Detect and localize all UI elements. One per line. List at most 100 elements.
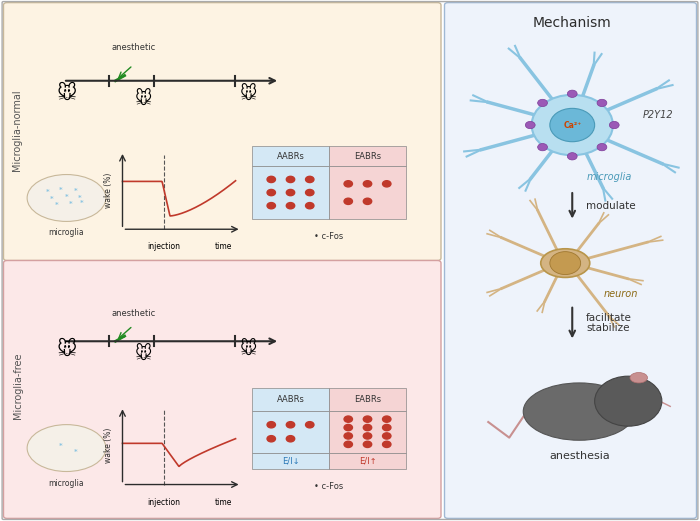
Circle shape xyxy=(597,143,607,151)
Circle shape xyxy=(382,441,391,448)
Text: *: * xyxy=(74,449,78,455)
Circle shape xyxy=(382,181,391,187)
Circle shape xyxy=(344,441,352,448)
Text: injection: injection xyxy=(148,242,181,251)
FancyBboxPatch shape xyxy=(329,146,406,166)
Text: Ca²⁺: Ca²⁺ xyxy=(563,120,582,130)
Circle shape xyxy=(267,176,275,182)
FancyBboxPatch shape xyxy=(329,166,406,219)
Text: *: * xyxy=(64,194,69,200)
FancyBboxPatch shape xyxy=(252,166,329,219)
Circle shape xyxy=(609,121,619,129)
Text: *: * xyxy=(50,196,53,202)
Circle shape xyxy=(363,441,372,448)
Circle shape xyxy=(550,108,595,142)
Circle shape xyxy=(305,176,314,182)
Text: modulate: modulate xyxy=(587,201,636,211)
Text: 🐭: 🐭 xyxy=(240,85,257,103)
Circle shape xyxy=(286,421,295,428)
Text: AABRs: AABRs xyxy=(276,395,304,404)
Text: • c-Fos: • c-Fos xyxy=(314,482,344,491)
Text: microglia: microglia xyxy=(587,172,631,182)
FancyBboxPatch shape xyxy=(329,388,406,411)
FancyBboxPatch shape xyxy=(252,146,329,166)
Circle shape xyxy=(363,181,372,187)
Circle shape xyxy=(286,190,295,196)
Text: *: * xyxy=(59,443,62,449)
Circle shape xyxy=(363,425,372,431)
Text: *: * xyxy=(59,187,62,193)
Text: *: * xyxy=(80,200,83,206)
Text: 🐭: 🐭 xyxy=(135,345,152,363)
Circle shape xyxy=(344,198,352,204)
Circle shape xyxy=(382,425,391,431)
Text: anesthetic: anesthetic xyxy=(112,309,156,318)
Text: microglia: microglia xyxy=(49,228,84,238)
Text: neuron: neuron xyxy=(604,289,638,300)
Circle shape xyxy=(538,143,547,151)
Text: *: * xyxy=(74,188,78,194)
Circle shape xyxy=(344,425,352,431)
Text: *: * xyxy=(78,195,81,201)
Circle shape xyxy=(305,421,314,428)
FancyBboxPatch shape xyxy=(252,388,329,411)
Circle shape xyxy=(267,190,275,196)
Text: EABRs: EABRs xyxy=(354,152,381,160)
Text: *: * xyxy=(69,201,72,207)
FancyBboxPatch shape xyxy=(329,411,406,453)
Text: • c-Fos: • c-Fos xyxy=(314,232,344,241)
FancyBboxPatch shape xyxy=(252,453,329,469)
Text: wake (%): wake (%) xyxy=(104,428,113,463)
Ellipse shape xyxy=(524,383,636,440)
Text: Mechanism: Mechanism xyxy=(533,17,612,30)
Circle shape xyxy=(382,433,391,439)
Ellipse shape xyxy=(630,373,648,383)
FancyBboxPatch shape xyxy=(4,260,441,518)
Circle shape xyxy=(567,153,577,160)
Ellipse shape xyxy=(540,249,589,277)
FancyBboxPatch shape xyxy=(329,453,406,469)
Text: 🐭: 🐭 xyxy=(56,340,77,358)
Text: Microglia-free: Microglia-free xyxy=(13,352,22,419)
Text: facilitate: facilitate xyxy=(587,313,632,323)
Circle shape xyxy=(382,416,391,423)
Text: E/I↑: E/I↑ xyxy=(358,456,377,465)
Text: 🐭: 🐭 xyxy=(135,90,152,108)
Circle shape xyxy=(597,100,607,107)
FancyBboxPatch shape xyxy=(444,3,696,518)
Circle shape xyxy=(267,203,275,209)
Text: wake (%): wake (%) xyxy=(104,172,113,208)
Text: time: time xyxy=(215,242,232,251)
Circle shape xyxy=(525,121,535,129)
Text: *: * xyxy=(46,189,50,195)
Circle shape xyxy=(286,203,295,209)
Text: Microglia-normal: Microglia-normal xyxy=(13,90,22,171)
Circle shape xyxy=(267,421,275,428)
Circle shape xyxy=(363,433,372,439)
Text: EABRs: EABRs xyxy=(354,395,381,404)
Text: AABRs: AABRs xyxy=(276,152,304,160)
Ellipse shape xyxy=(27,425,106,472)
Text: stabilize: stabilize xyxy=(587,323,630,333)
Circle shape xyxy=(286,436,295,442)
Text: anesthetic: anesthetic xyxy=(112,43,156,52)
Circle shape xyxy=(344,416,352,423)
Text: injection: injection xyxy=(148,498,181,506)
Text: anesthesia: anesthesia xyxy=(549,451,610,461)
Circle shape xyxy=(567,90,577,97)
Ellipse shape xyxy=(27,175,106,221)
Circle shape xyxy=(305,203,314,209)
Text: time: time xyxy=(215,498,232,506)
Circle shape xyxy=(305,190,314,196)
Circle shape xyxy=(344,181,352,187)
Circle shape xyxy=(344,433,352,439)
Text: 🐭: 🐭 xyxy=(56,84,77,103)
Circle shape xyxy=(363,198,372,204)
Circle shape xyxy=(286,176,295,182)
FancyBboxPatch shape xyxy=(4,3,441,260)
Text: E/I↓: E/I↓ xyxy=(281,456,300,465)
Circle shape xyxy=(532,95,613,155)
Text: *: * xyxy=(55,202,59,208)
Text: microglia: microglia xyxy=(49,478,84,488)
Text: 🐭: 🐭 xyxy=(240,340,257,358)
